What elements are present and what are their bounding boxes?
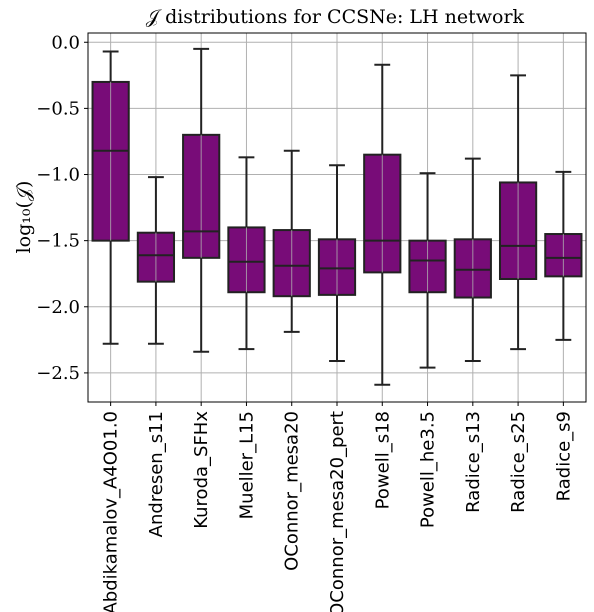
y-tick-label: −0.5 — [36, 98, 80, 119]
x-tick-label: OConnor_mesa20_pert — [327, 411, 348, 612]
box-Radice_s9 — [544, 170, 583, 341]
x-tick-label: OConnor_mesa20 — [282, 411, 303, 571]
box-Radice_s13 — [453, 157, 492, 362]
box-OConnor_mesa20 — [272, 149, 311, 333]
x-tick-label: Powell_s18 — [372, 411, 393, 509]
box-Mueller_L15 — [227, 156, 266, 351]
y-tick-label: 0.0 — [51, 32, 80, 53]
box-Powell_he3.5 — [408, 172, 447, 369]
x-tick-label: Powell_he3.5 — [418, 411, 439, 528]
box-Powell_s18 — [363, 63, 402, 386]
x-tick-label: Radice_s25 — [508, 411, 529, 513]
x-axis: Abdikamalov_A4O01.0 Andresen_s11 Kuroda_SF… — [101, 402, 574, 612]
box-Andresen_s11 — [136, 176, 176, 345]
x-tick-label: Kuroda_SFHx — [191, 411, 212, 529]
y-tick-label: −2.5 — [36, 363, 80, 384]
y-axis-label: log₁₀(𝒥) — [13, 181, 35, 254]
box-Kuroda_SFHx — [182, 47, 221, 353]
y-axis: 0.0 −0.5 −1.0 −1.5 −2.0 −2.5 — [36, 32, 88, 384]
x-tick-label: Radice_s9 — [553, 411, 574, 501]
y-tick-label: −2.0 — [36, 297, 80, 318]
x-tick-label: Mueller_L15 — [236, 411, 257, 519]
box-OConnor_mesa20_pert — [317, 164, 357, 362]
box-layer — [91, 47, 583, 386]
box-Abdikamalov_A4O01.0 — [91, 50, 130, 345]
x-tick-label: Andresen_s11 — [146, 411, 167, 537]
y-tick-label: −1.5 — [36, 231, 80, 252]
y-tick-label: −1.0 — [36, 165, 80, 186]
x-tick-label: Radice_s13 — [463, 411, 484, 513]
box-Radice_s25 — [498, 74, 538, 351]
x-tick-label: Abdikamalov_A4O01.0 — [101, 411, 122, 612]
chart-title: 𝒥 distributions for CCSNe: LH network — [146, 6, 525, 28]
